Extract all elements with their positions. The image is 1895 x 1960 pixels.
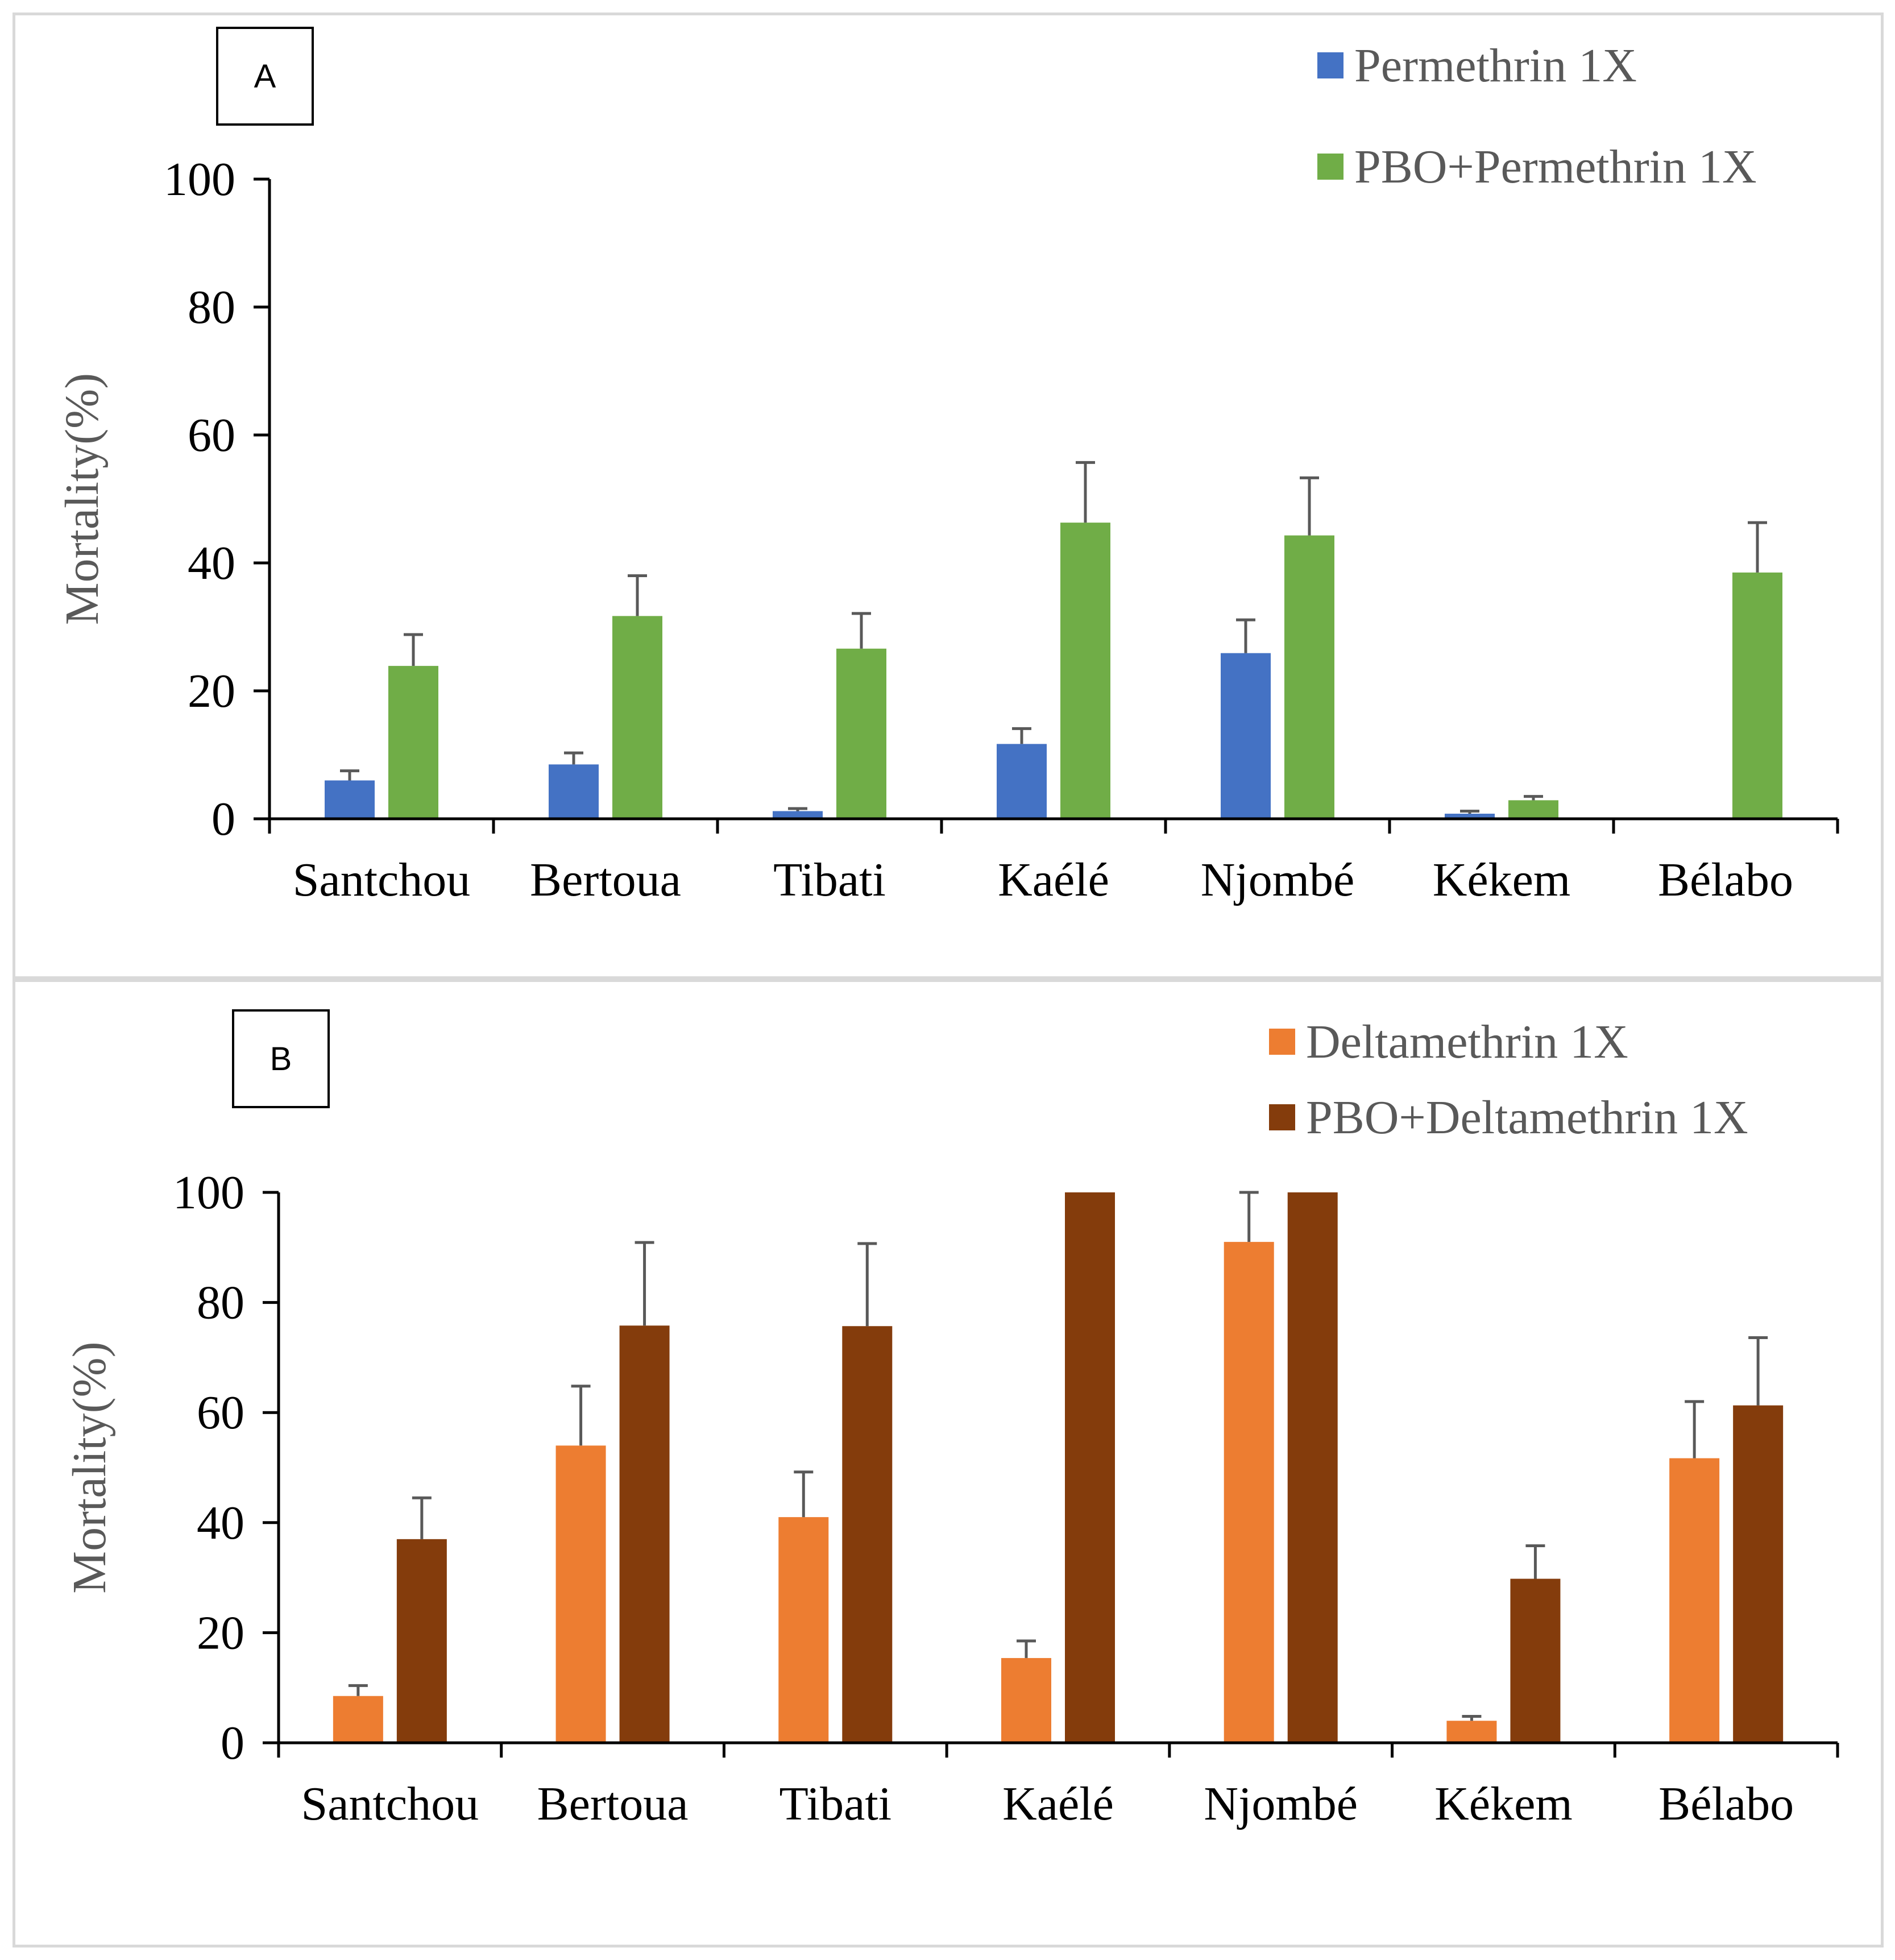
- y-tick-label: 100: [173, 1166, 244, 1219]
- bar-pbo-deltamethrin-1x-3: [1065, 1192, 1115, 1743]
- panel-label: B: [270, 1041, 292, 1078]
- legend-label: Permethrin 1X: [1354, 39, 1637, 92]
- bar-deltamethrin-1x-0: [333, 1696, 383, 1743]
- y-tick-label: 40: [188, 537, 235, 590]
- y-tick-label: 0: [221, 1717, 244, 1770]
- y-tick-label: 40: [197, 1497, 244, 1549]
- legend-swatch: [1269, 1104, 1295, 1130]
- y-tick-label: 20: [197, 1606, 244, 1659]
- y-tick-label: 60: [188, 409, 235, 462]
- panel-label: A: [254, 58, 276, 95]
- bar-deltamethrin-1x-4: [1224, 1242, 1274, 1743]
- bar-deltamethrin-1x-1: [555, 1445, 606, 1743]
- bar-permethrin-1x-4: [1221, 653, 1271, 819]
- bar-pbo-permethrin-1x-6: [1732, 572, 1782, 819]
- category-label: Bertoua: [530, 853, 681, 906]
- legend-label: PBO+Permethrin 1X: [1354, 140, 1757, 193]
- bar-permethrin-1x-5: [1445, 814, 1495, 819]
- bar-pbo-deltamethrin-1x-1: [619, 1325, 670, 1743]
- bar-pbo-deltamethrin-1x-4: [1287, 1192, 1338, 1743]
- bar-deltamethrin-1x-2: [778, 1517, 829, 1743]
- y-tick-label: 0: [212, 793, 235, 846]
- bar-chart-b: B Mortality(%) 0 20 40 60 80 100 Santchou Bertoua…: [63, 1009, 1839, 1830]
- category-label: Tibati: [779, 1777, 891, 1830]
- y-tick-label: 20: [188, 665, 235, 718]
- bar-permethrin-1x-0: [325, 780, 375, 819]
- bar-pbo-permethrin-1x-0: [388, 666, 438, 819]
- y-axis-title: Mortality(%): [63, 1341, 116, 1593]
- category-label: Njombé: [1201, 853, 1355, 906]
- bar-pbo-deltamethrin-1x-0: [396, 1539, 447, 1743]
- bar-pbo-permethrin-1x-2: [836, 648, 886, 819]
- bar-deltamethrin-1x-6: [1669, 1458, 1720, 1743]
- legend-label: PBO+Deltamethrin 1X: [1306, 1091, 1748, 1144]
- bar-pbo-permethrin-1x-3: [1060, 523, 1110, 819]
- panel-label-box: [232, 1009, 330, 1108]
- category-label: Bertoua: [537, 1777, 689, 1830]
- y-tick-label: 100: [164, 153, 235, 206]
- category-label: Kaélé: [998, 853, 1109, 906]
- bar-pbo-permethrin-1x-4: [1284, 535, 1334, 819]
- category-label: Kékem: [1434, 1777, 1573, 1830]
- bar-pbo-deltamethrin-1x-2: [842, 1326, 893, 1743]
- category-label: Bélabo: [1658, 1777, 1794, 1830]
- bar-deltamethrin-1x-3: [1001, 1657, 1051, 1743]
- bar-pbo-permethrin-1x-1: [612, 616, 662, 819]
- y-tick-label: 60: [197, 1386, 244, 1439]
- category-label: Santchou: [293, 853, 471, 906]
- category-label: Tibati: [773, 853, 886, 906]
- bar-deltamethrin-1x-5: [1446, 1721, 1497, 1743]
- y-axis-title: Mortality(%): [56, 373, 109, 625]
- bar-permethrin-1x-3: [997, 744, 1047, 819]
- category-label: Santchou: [301, 1777, 479, 1830]
- legend-swatch: [1317, 154, 1343, 180]
- category-label: Bélabo: [1658, 853, 1793, 906]
- chart-panel-b: B Mortality(%) 0 20 40 60 80 100 Santchou Bertoua…: [13, 979, 1884, 1947]
- chart-panel-a: A Mortality(%) 0 20 40 60 80 100 Santchou Bertoua…: [13, 13, 1884, 979]
- category-label: Kékem: [1433, 853, 1571, 906]
- legend-label: Deltamethrin 1X: [1306, 1016, 1628, 1068]
- y-tick-label: 80: [197, 1277, 244, 1329]
- category-label: Kaélé: [1002, 1777, 1114, 1830]
- bar-pbo-deltamethrin-1x-6: [1733, 1405, 1784, 1743]
- panel-label-box: [216, 27, 314, 126]
- bar-permethrin-1x-1: [549, 764, 599, 819]
- legend-swatch: [1317, 52, 1343, 78]
- bar-pbo-deltamethrin-1x-5: [1510, 1578, 1561, 1743]
- bar-chart-a: A Mortality(%) 0 20 40 60 80 100 Santchou Bertoua…: [56, 27, 1839, 906]
- y-tick-label: 80: [188, 281, 235, 334]
- legend-swatch: [1269, 1029, 1295, 1055]
- category-label: Njombé: [1204, 1777, 1358, 1830]
- bar-pbo-permethrin-1x-5: [1508, 800, 1558, 819]
- bar-permethrin-1x-2: [773, 811, 823, 819]
